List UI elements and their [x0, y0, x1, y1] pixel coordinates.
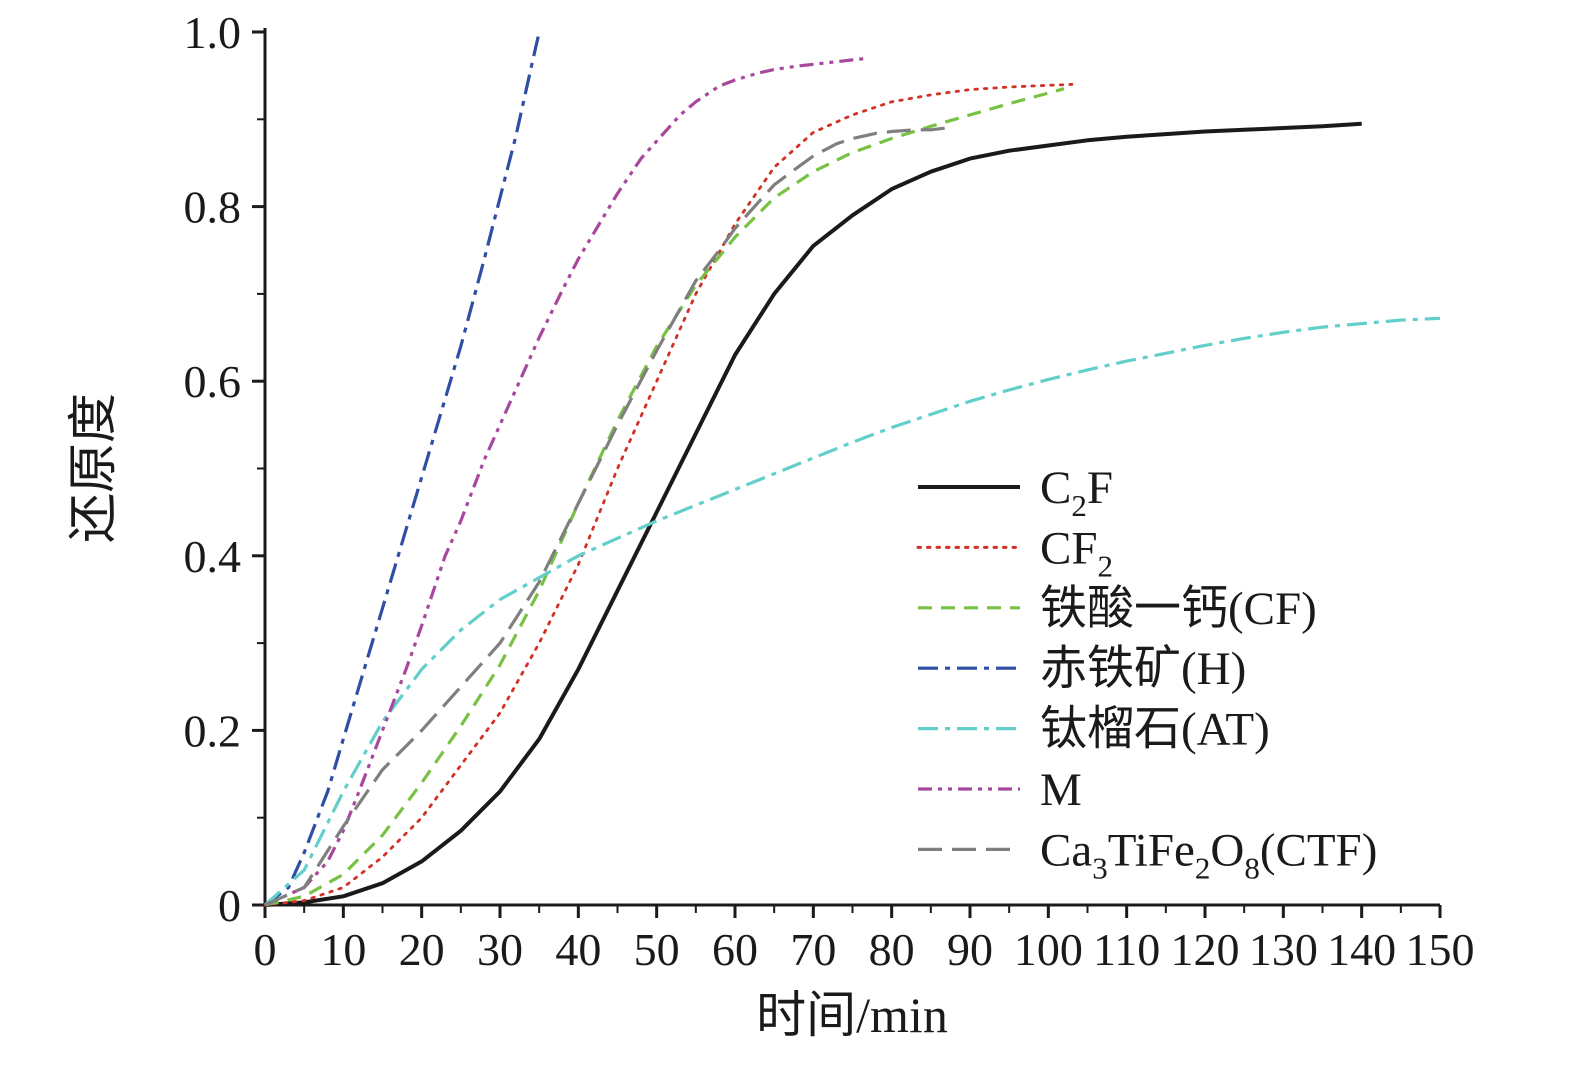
x-tick-label: 100	[1014, 924, 1083, 975]
legend-label: 铁酸一钙(CF)	[1040, 583, 1317, 635]
x-tick-label: 20	[399, 924, 445, 975]
legend-item: Ca3TiFe2O8(CTF)	[918, 824, 1377, 885]
legend-item: 赤铁矿(H)	[918, 643, 1246, 695]
x-tick-label: 50	[634, 924, 680, 975]
y-tick-label: 0	[218, 880, 241, 931]
y-tick-label: 0.6	[184, 356, 242, 407]
legend-item: CF2	[916, 522, 1113, 583]
legend-label: C2F	[1040, 462, 1113, 523]
series-line-1	[263, 83, 1074, 907]
legend-label: M	[1040, 764, 1082, 816]
y-tick-label: 0.2	[184, 705, 242, 756]
x-tick-label: 10	[320, 924, 366, 975]
x-tick-label: 60	[712, 924, 758, 975]
y-tick-label: 0.8	[184, 182, 242, 233]
series-line-3	[264, 31, 541, 907]
series-line-0	[264, 121, 1362, 907]
series-lines	[263, 31, 1441, 907]
legend-label: 赤铁矿(H)	[1040, 643, 1246, 695]
x-tick-label: 40	[555, 924, 601, 975]
legend-item: 铁酸一钙(CF)	[918, 583, 1317, 635]
series-line-4	[263, 316, 1441, 907]
y-tick-label: 1.0	[184, 7, 242, 58]
y-axis-title: 还原度	[65, 393, 121, 543]
legend-item: M	[918, 764, 1082, 816]
x-tick-label: 150	[1406, 924, 1475, 975]
x-tick-label: 90	[947, 924, 993, 975]
x-tick-label: 130	[1249, 924, 1318, 975]
x-axis-title: 时间/min	[756, 987, 948, 1043]
series-line-5	[264, 56, 869, 907]
y-tick-label: 0.4	[184, 531, 242, 582]
x-tick-label: 80	[869, 924, 915, 975]
x-tick-label: 110	[1093, 924, 1160, 975]
legend-label: CF2	[1040, 522, 1113, 583]
x-tick-label: 70	[790, 924, 836, 975]
legend-label: 钛榴石(AT)	[1040, 704, 1270, 756]
x-tick-label: 120	[1171, 924, 1240, 975]
legend-label: Ca3TiFe2O8(CTF)	[1040, 824, 1377, 885]
axes: 0 10 20 30 40 50 60 70 80 90 100 110 120 130 140 150 0 0.…	[184, 7, 1475, 975]
series-line-6	[264, 126, 947, 907]
x-tick-label: 30	[477, 924, 523, 975]
x-tick-label: 0	[254, 924, 277, 975]
legend-item: C2F	[918, 462, 1113, 523]
x-tick-label: 140	[1327, 924, 1396, 975]
legend-item: 钛榴石(AT)	[918, 704, 1270, 756]
